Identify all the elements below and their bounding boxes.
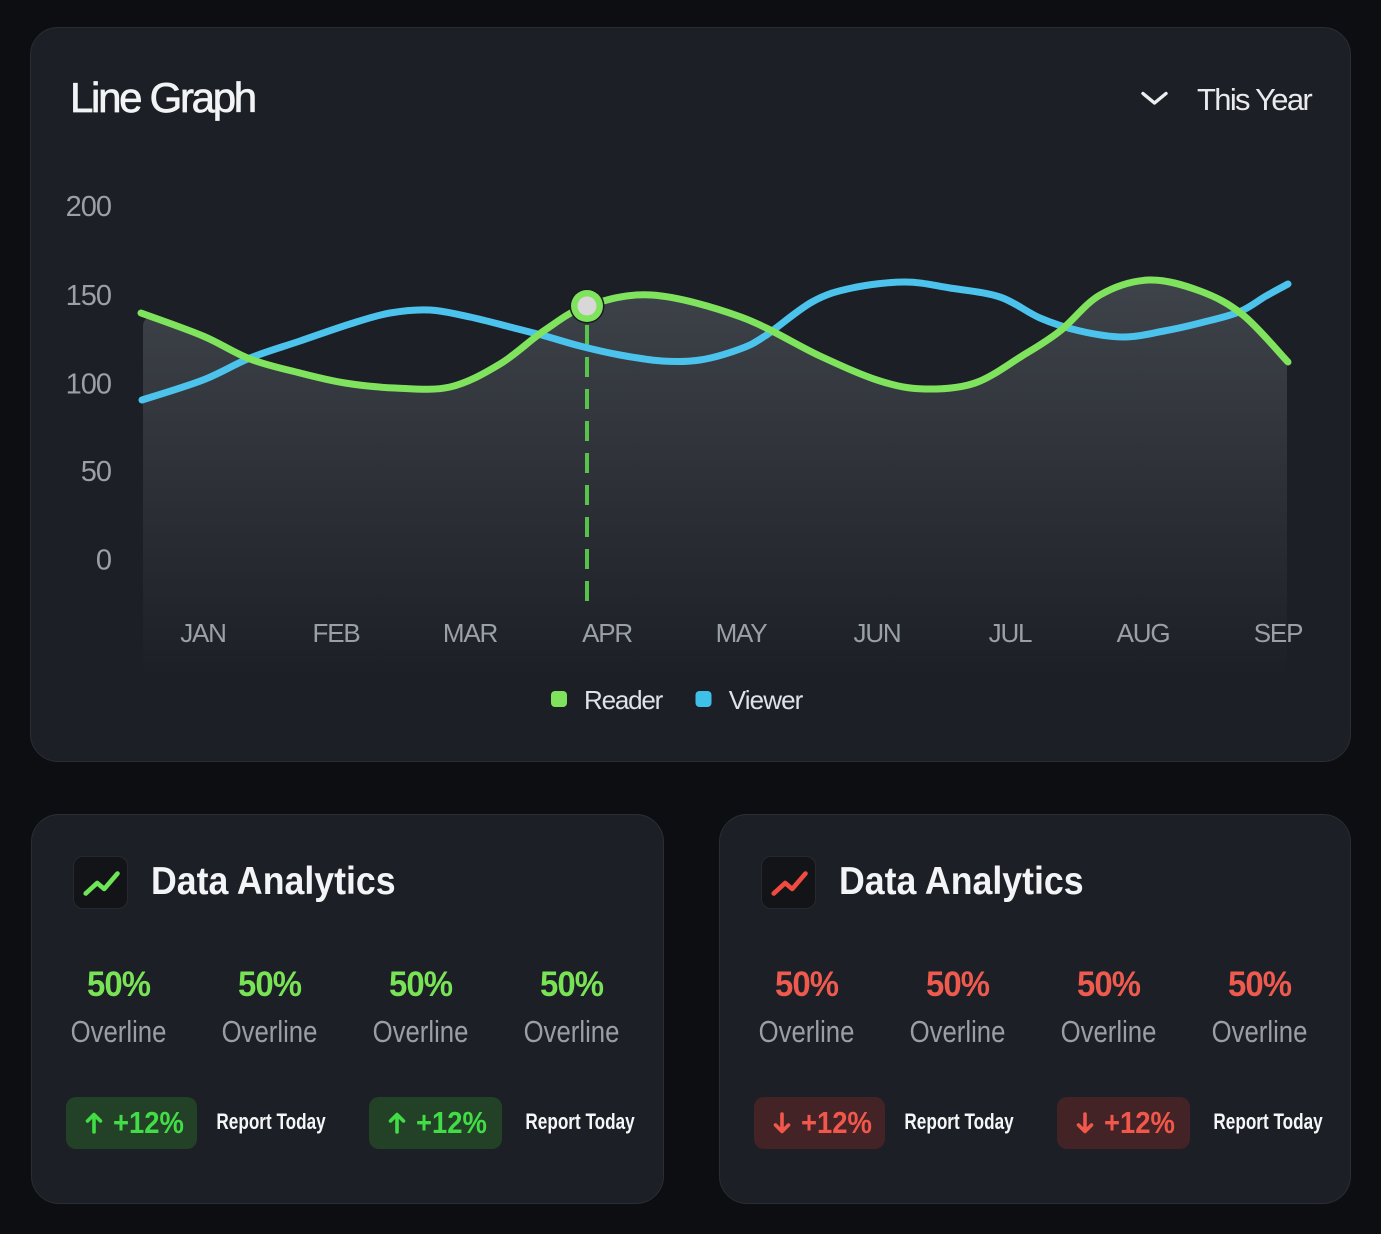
svg-text:0: 0: [96, 545, 111, 577]
svg-text:MAY: MAY: [716, 618, 768, 648]
svg-text:JUN: JUN: [854, 618, 901, 648]
svg-text:JUL: JUL: [989, 618, 1032, 648]
svg-text:Line Graph: Line Graph: [70, 74, 255, 121]
svg-text:Viewer: Viewer: [729, 685, 804, 715]
svg-text:This Year: This Year: [1197, 82, 1312, 117]
svg-text:200: 200: [66, 191, 111, 223]
svg-text:50: 50: [81, 456, 111, 488]
svg-text:SEP: SEP: [1254, 618, 1302, 648]
svg-text:Reader: Reader: [584, 685, 664, 715]
svg-text:AUG: AUG: [1117, 618, 1170, 648]
svg-text:JAN: JAN: [180, 618, 226, 648]
svg-text:150: 150: [66, 280, 111, 312]
svg-text:100: 100: [66, 369, 111, 401]
svg-text:FEB: FEB: [313, 618, 360, 648]
svg-text:MAR: MAR: [443, 618, 498, 648]
svg-text:APR: APR: [582, 618, 632, 648]
